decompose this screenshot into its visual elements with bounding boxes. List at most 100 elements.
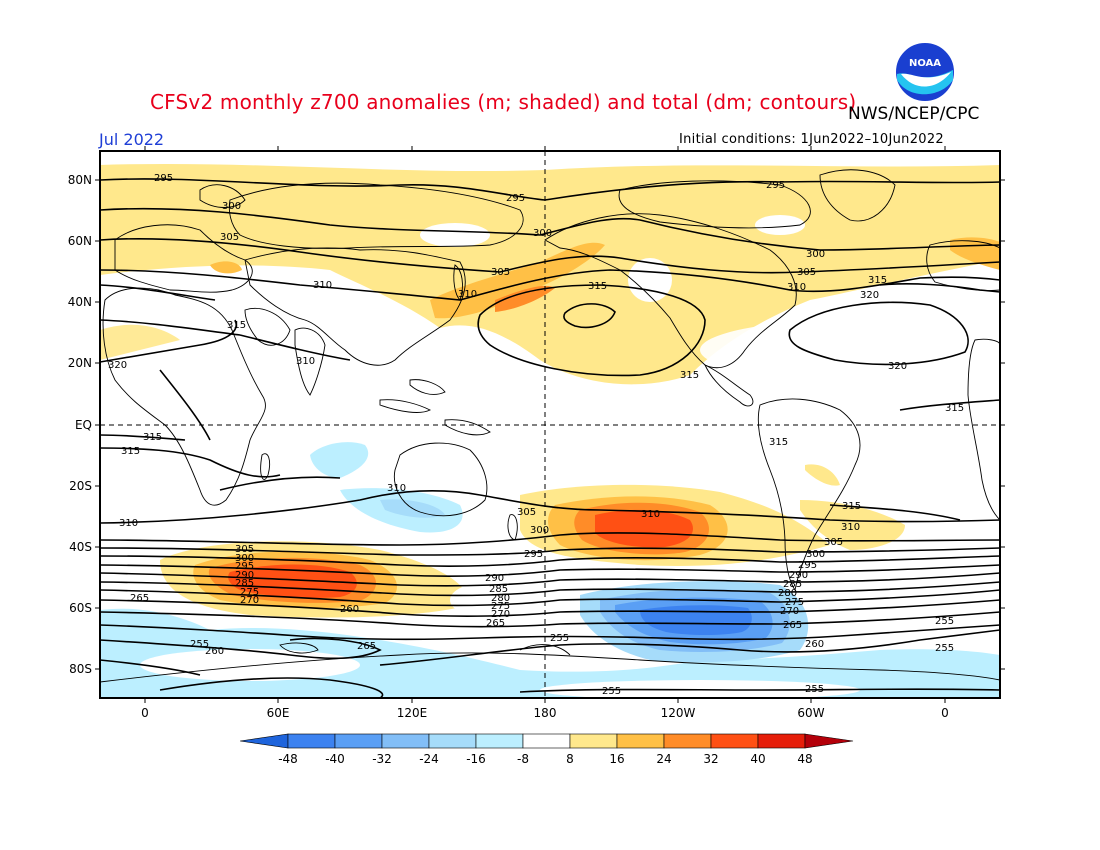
noaa-logo: NOAA xyxy=(894,41,956,103)
contour-label: 315 xyxy=(121,446,140,457)
colorbar-swatch xyxy=(663,733,712,749)
contour-label: 320 xyxy=(108,360,127,371)
contour-label: 285 xyxy=(783,579,802,590)
colorbar-swatch xyxy=(428,733,477,749)
axis-ticks xyxy=(95,146,1005,703)
colorbar-tick-label: -48 xyxy=(278,752,298,766)
colorbar-swatches xyxy=(240,733,854,749)
contour-label: 295 xyxy=(154,173,173,184)
contour-label: 265 xyxy=(357,641,376,652)
colorbar-tick-label: 40 xyxy=(750,752,765,766)
contour-label: 300 xyxy=(806,249,825,260)
colorbar-tick-label: 8 xyxy=(566,752,574,766)
colorbar-tick-label: 32 xyxy=(703,752,718,766)
contour-label: 265 xyxy=(783,620,802,631)
colorbar-tick-label: -40 xyxy=(325,752,345,766)
colorbar-tick-label: -16 xyxy=(466,752,486,766)
colorbar-arrow-low xyxy=(240,733,289,749)
contour-label: 300 xyxy=(235,553,254,564)
latitude-labels: 80N 60N 40N 20N EQ 20S 40S 60S 80S xyxy=(68,173,92,676)
lat-label-80s: 80S xyxy=(69,662,92,676)
contour-label: 290 xyxy=(485,573,504,584)
longitude-labels: 0 60E 120E 180 120W 60W 0 xyxy=(141,706,949,720)
lon-label-120e: 120E xyxy=(397,706,428,720)
colorbar-tick-label: 16 xyxy=(609,752,624,766)
height-contours xyxy=(100,178,1000,698)
contour-label: 265 xyxy=(486,618,505,629)
contour-label: 260 xyxy=(805,639,824,650)
colorbar-swatch xyxy=(616,733,665,749)
colorbar-arrow-high xyxy=(804,733,854,749)
lon-label-0-right: 0 xyxy=(941,706,949,720)
contour-label: 260 xyxy=(205,646,224,657)
colorbar: -48 -40 -32 -24 -16 -8 8 16 24 32 40 48 xyxy=(240,733,854,766)
colorbar-swatch xyxy=(334,733,383,749)
contour-label: 285 xyxy=(489,584,508,595)
contour-label: 315 xyxy=(868,275,887,286)
contour-label: 310 xyxy=(313,280,332,291)
contour-label: 255 xyxy=(805,684,824,695)
colorbar-swatch xyxy=(381,733,430,749)
lon-label-120w: 120W xyxy=(661,706,696,720)
lon-label-0: 0 xyxy=(141,706,149,720)
contour-label: 265 xyxy=(130,593,149,604)
contour-label: 305 xyxy=(517,507,536,518)
colorbar-ticks: -48 -40 -32 -24 -16 -8 8 16 24 32 40 48 xyxy=(278,752,812,766)
contour-label: 300 xyxy=(806,549,825,560)
colorbar-tick-label: -24 xyxy=(419,752,439,766)
colorbar-swatch xyxy=(287,733,336,749)
contour-label: 255 xyxy=(935,616,954,627)
contour-label: 285 xyxy=(235,578,254,589)
contour-label: 320 xyxy=(888,361,907,372)
contour-label: 315 xyxy=(945,403,964,414)
contour-label: 305 xyxy=(235,544,254,555)
contour-label: 315 xyxy=(842,501,861,512)
colorbar-swatch xyxy=(757,733,806,749)
contour-label: 270 xyxy=(240,595,259,606)
contour-label: 310 xyxy=(841,522,860,533)
colorbar-tick-label: 48 xyxy=(797,752,812,766)
agency-label: NWS/NCEP/CPC xyxy=(848,104,980,124)
contour-label: 255 xyxy=(550,633,569,644)
contour-label: 255 xyxy=(190,639,209,650)
contour-label: 295 xyxy=(506,193,525,204)
contour-label: 315 xyxy=(143,432,162,443)
contour-label: 310 xyxy=(787,282,806,293)
contour-label: 315 xyxy=(680,370,699,381)
noaa-logo-text: NOAA xyxy=(909,58,941,69)
contour-label: 280 xyxy=(778,588,797,599)
lat-label-eq: EQ xyxy=(75,418,92,432)
colorbar-tick-label: -8 xyxy=(517,752,529,766)
contour-label: 290 xyxy=(235,570,254,581)
contour-label: 305 xyxy=(824,537,843,548)
contour-label: 275 xyxy=(785,597,804,608)
contour-label: 300 xyxy=(222,201,241,212)
colorbar-tick-label: -32 xyxy=(372,752,392,766)
contour-label: 305 xyxy=(491,267,510,278)
lat-label-20s: 20S xyxy=(69,479,92,493)
contour-label: 310 xyxy=(641,509,660,520)
contour-label: 255 xyxy=(602,686,621,697)
forecast-month: Jul 2022 xyxy=(99,130,165,149)
contour-label: 310 xyxy=(119,518,138,529)
contour-label: 275 xyxy=(491,601,510,612)
lat-label-40s: 40S xyxy=(69,540,92,554)
colorbar-swatch xyxy=(710,733,759,749)
contour-label: 310 xyxy=(387,483,406,494)
contour-label: 290 xyxy=(789,570,808,581)
contour-label: 255 xyxy=(935,643,954,654)
contour-label: 295 xyxy=(524,549,543,560)
lon-label-60e: 60E xyxy=(267,706,290,720)
contour-label: 310 xyxy=(458,289,477,300)
contour-label: 280 xyxy=(491,593,510,604)
contour-label: 320 xyxy=(860,290,879,301)
lat-label-60n: 60N xyxy=(68,234,92,248)
contour-label: 305 xyxy=(220,232,239,243)
coastlines xyxy=(100,169,1000,683)
contour-label: 305 xyxy=(797,267,816,278)
colorbar-swatch xyxy=(522,733,571,749)
contour-label: 300 xyxy=(530,525,549,536)
contour-label: 260 xyxy=(340,604,359,615)
contour-label: 295 xyxy=(766,180,785,191)
